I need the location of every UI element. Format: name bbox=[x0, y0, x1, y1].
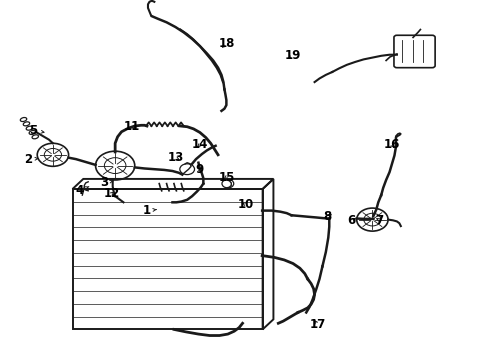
Text: 8: 8 bbox=[323, 210, 331, 223]
Text: 10: 10 bbox=[238, 198, 254, 211]
Text: 14: 14 bbox=[192, 138, 208, 151]
Text: 15: 15 bbox=[218, 171, 235, 184]
Text: 3: 3 bbox=[100, 176, 114, 189]
Text: 19: 19 bbox=[285, 49, 301, 62]
Text: 17: 17 bbox=[309, 318, 326, 331]
Text: 18: 18 bbox=[218, 37, 235, 50]
Text: 13: 13 bbox=[167, 151, 184, 164]
Text: 6: 6 bbox=[348, 214, 356, 227]
Text: 12: 12 bbox=[103, 187, 120, 200]
Text: 9: 9 bbox=[196, 163, 204, 176]
Text: 2: 2 bbox=[24, 153, 38, 166]
Text: 7: 7 bbox=[376, 214, 384, 227]
Text: 4: 4 bbox=[75, 184, 89, 197]
Text: 11: 11 bbox=[123, 120, 140, 133]
Text: 16: 16 bbox=[384, 138, 400, 151]
Text: 1: 1 bbox=[143, 204, 157, 217]
Text: 5: 5 bbox=[29, 124, 44, 137]
